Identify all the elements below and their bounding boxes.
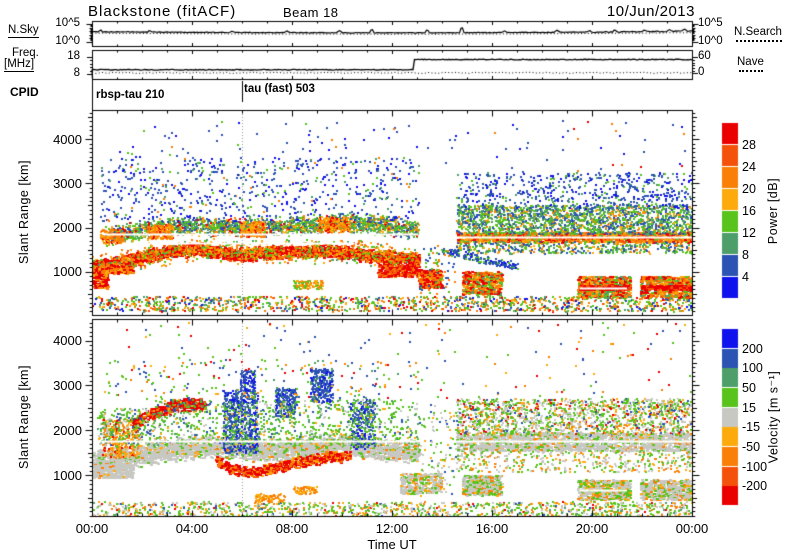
time-tick-label-1: 04:00 (175, 521, 209, 536)
nave-linestyle-dotted (739, 70, 763, 72)
freq-linestyle-solid: [MHz] (4, 58, 35, 72)
time-tick-label-2: 08:00 (275, 521, 309, 536)
time-tick-label-3: 12:00 (375, 521, 409, 536)
freq-scale-left-0: 18 (67, 50, 80, 62)
noise-scale-left-0: 10^5 (55, 17, 80, 29)
power-ytick-label-1: 2000 (53, 220, 82, 236)
noise-scale-right-1: 10^0 (698, 34, 723, 47)
power-yaxis-title: Slant Range [km] (17, 160, 31, 264)
velocity-cbar-label-4: -15 (742, 420, 761, 435)
noise-search-label: N.Search (734, 26, 782, 38)
velocity-ytick-label-3: 4000 (53, 333, 82, 349)
time-axis-title: Time UT (367, 537, 417, 552)
power-cbar-label-6: 4 (742, 270, 749, 284)
freq-units-label: [MHz] (4, 58, 35, 72)
velocity-ytick-label-1: 2000 (53, 422, 82, 438)
freq-label: Freq. (12, 47, 39, 59)
freq-scale-left-1: 8 (73, 67, 80, 79)
power-cbar-label-5: 8 (742, 248, 749, 262)
power-cbar-label-0: 28 (742, 138, 756, 152)
date-label: 10/Jun/2013 (606, 3, 695, 20)
power-ytick-label-2: 3000 (53, 175, 82, 191)
time-tick-label-5: 20:00 (575, 521, 609, 536)
noise-sky-linestyle-solid: N.Sky (8, 24, 39, 38)
noise-sky-label: N.Sky (8, 24, 39, 38)
time-tick-label-6: 00:00 (675, 521, 709, 536)
velocity-ytick-label-0: 1000 (53, 467, 82, 483)
velocity-ytick-label-2: 3000 (53, 377, 82, 393)
power-cbar-label-1: 24 (742, 160, 756, 174)
velocity-cbar-label-0: 200 (742, 341, 763, 356)
time-tick-label-4: 16:00 (475, 521, 509, 536)
noise-search-linestyle-dotted (736, 40, 782, 42)
cpid-segment-1: rbsp-tau 210 (96, 89, 165, 101)
power-cbar-label-2: 20 (742, 182, 756, 196)
velocity-yaxis-title: Slant Range [km] (17, 365, 31, 469)
velocity-cbar-label-5: -50 (742, 440, 761, 454)
beam-label: Beam 18 (283, 5, 339, 20)
power-cbar-label-3: 16 (742, 204, 756, 218)
velocity-cbar-label-6: -100 (742, 459, 768, 474)
noise-scale-right-0: 10^5 (698, 17, 723, 29)
velocity-cbar-label-7: -200 (742, 479, 768, 494)
velocity-cbar-label-2: 50 (742, 381, 756, 395)
power-ytick-label-0: 1000 (53, 264, 82, 280)
power-colorbar-title: Power [dB] (766, 177, 780, 245)
power-cbar-label-4: 12 (742, 226, 756, 240)
noise-scale-left-1: 10^0 (55, 34, 80, 47)
nave-scale-right-1: 0 (698, 66, 705, 79)
nave-label: Nave (737, 56, 764, 68)
power-ytick-label-3: 4000 (53, 131, 82, 147)
velocity-cbar-label-3: 15 (742, 400, 756, 415)
station-title: Blackstone (fitACF) (88, 3, 237, 20)
cpid-segment-2: tau (fast) 503 (244, 83, 315, 95)
velocity-cbar-label-1: 100 (742, 361, 763, 376)
velocity-colorbar-title: Velocity [m s⁻¹] (766, 370, 781, 464)
cpid-label: CPID (10, 85, 39, 99)
time-tick-label-0: 00:00 (75, 521, 109, 536)
nave-scale-right-0: 60 (698, 50, 711, 63)
